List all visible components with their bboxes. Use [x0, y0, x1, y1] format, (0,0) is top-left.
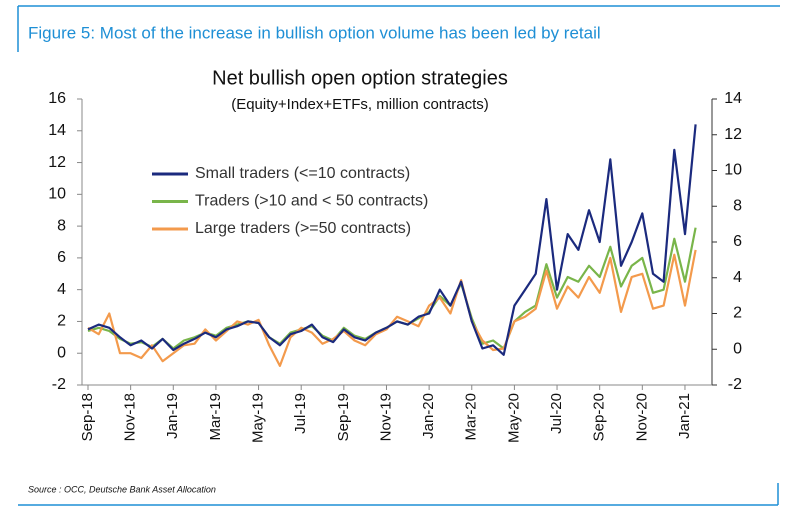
y-tick-label: -2 — [52, 376, 66, 393]
legend-label: Traders (>10 and < 50 contracts) — [195, 193, 428, 210]
series-line — [87, 124, 697, 356]
y-tick-label: 12 — [48, 154, 66, 171]
y2-tick-label: 2 — [733, 305, 742, 322]
chart-title: Net bullish open option strategies — [212, 67, 508, 89]
x-tick-label: Jan-20 — [420, 393, 437, 439]
series-line — [87, 249, 697, 367]
x-tick-label: May-19 — [250, 393, 267, 443]
y2-tick-label: -2 — [728, 376, 742, 393]
legend-label: Large traders (>=50 contracts) — [195, 220, 411, 237]
x-tick-label: Jul-20 — [548, 393, 565, 434]
chart-subtitle: (Equity+Index+ETFs, million contracts) — [231, 96, 489, 113]
source: Source : OCC, Deutsche Bank Asset Alloca… — [28, 484, 216, 494]
y-tick-label: 0 — [57, 344, 66, 361]
y-tick-label: 6 — [57, 249, 66, 266]
y2-tick-label: 8 — [733, 197, 742, 214]
x-tick-label: Mar-20 — [463, 393, 480, 441]
x-tick-label: Nov-19 — [377, 393, 394, 441]
y2-tick-label: 10 — [724, 162, 742, 179]
y-tick-label: 4 — [57, 281, 66, 298]
x-tick-label: Mar-19 — [207, 393, 224, 441]
x-tick-label: Nov-18 — [122, 393, 139, 441]
y-tick-label: 8 — [57, 217, 66, 234]
x-tick-label: May-20 — [505, 393, 522, 443]
series-line — [87, 227, 697, 350]
x-tick-label: Sep-20 — [591, 393, 608, 441]
y2-tick-label: 14 — [724, 90, 742, 107]
y-tick-label: 14 — [48, 122, 66, 139]
y2-tick-label: 4 — [733, 269, 742, 286]
x-tick-label: Jan-19 — [164, 393, 181, 439]
y2-tick-label: 12 — [724, 126, 742, 143]
x-tick-label: Sep-18 — [79, 393, 96, 441]
x-tick-label: Sep-19 — [335, 393, 352, 441]
y2-tick-label: 0 — [733, 340, 742, 357]
y2-tick-label: 6 — [733, 233, 742, 250]
legend-label: Small traders (<=10 contracts) — [195, 165, 410, 182]
figure-title: Figure 5: Most of the increase in bullis… — [28, 23, 601, 42]
y-tick-label: 16 — [48, 90, 66, 107]
x-tick-label: Jul-19 — [292, 393, 309, 434]
x-tick-label: Nov-20 — [633, 393, 650, 441]
y-tick-label: 10 — [48, 186, 66, 203]
y-tick-label: 2 — [57, 313, 66, 330]
x-tick-label: Jan-21 — [676, 393, 693, 439]
